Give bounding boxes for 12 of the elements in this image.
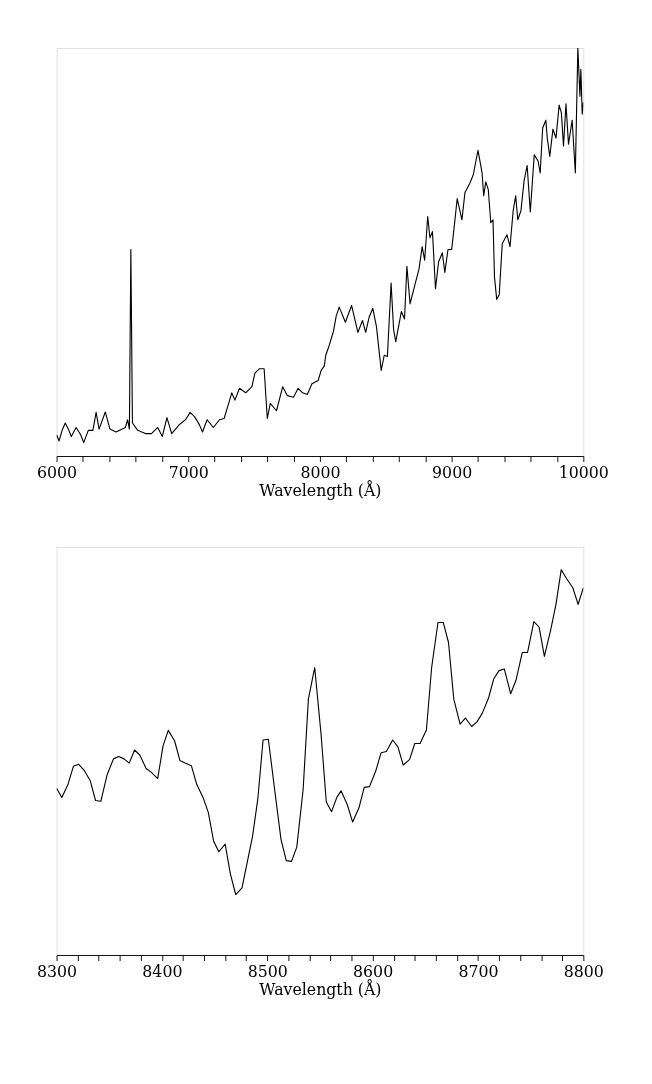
- x-tick-label: 6000: [36, 462, 78, 482]
- x-tick-label: 9000: [432, 462, 473, 482]
- x-tick-label: 7000: [168, 462, 209, 482]
- x-tick-label: 8000: [300, 462, 341, 482]
- x-axis-title: Wavelength (Å): [259, 480, 382, 501]
- x-tick-label: 8800: [563, 961, 604, 981]
- x-tick-label: 10000: [558, 462, 609, 482]
- x-tick-label: 8400: [142, 961, 183, 981]
- x-tick-label: 8500: [247, 961, 288, 981]
- x-axis-title: Wavelength (Å): [259, 979, 382, 1000]
- x-tick-label: 8300: [36, 961, 78, 981]
- x-tick-label: 8700: [458, 961, 499, 981]
